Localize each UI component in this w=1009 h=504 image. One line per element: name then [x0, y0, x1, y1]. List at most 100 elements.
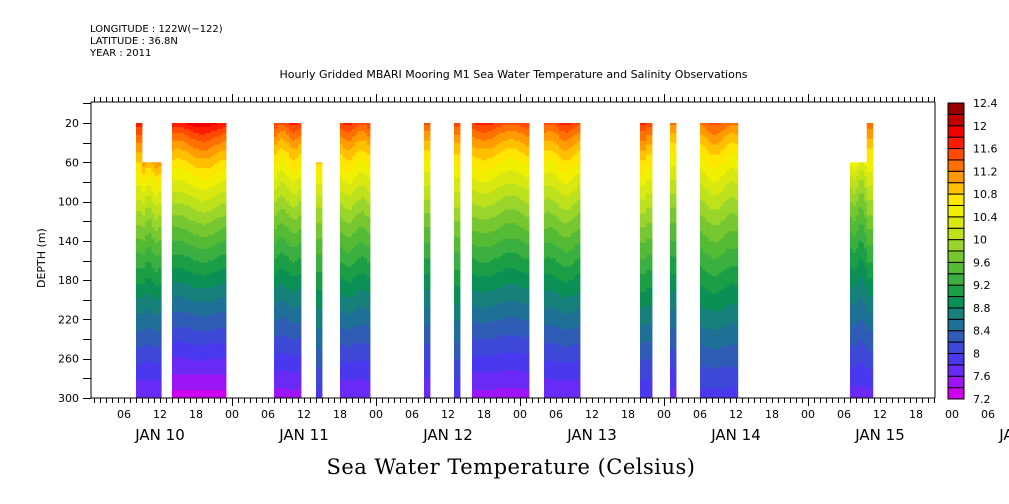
data-cell: [158, 229, 162, 232]
data-cell: [142, 234, 146, 238]
data-cell: [139, 256, 143, 259]
data-cell: [148, 266, 152, 269]
data-cell: [158, 240, 162, 244]
data-cell: [139, 140, 143, 144]
data-cell: [158, 195, 162, 199]
data-cell: [139, 346, 143, 350]
data-cell: [139, 350, 143, 354]
data-cell: [145, 295, 149, 299]
data-cell: [139, 197, 143, 200]
data-cell: [139, 325, 143, 328]
data-cell: [145, 354, 149, 358]
data-cell: [145, 164, 149, 167]
data-cell: [145, 248, 149, 252]
data-cell: [154, 329, 159, 332]
data-cell: [158, 215, 162, 218]
data-cell: [145, 213, 149, 216]
data-cell: [151, 394, 156, 397]
data-cell: [154, 307, 159, 310]
data-cell: [154, 315, 159, 318]
data-cell: [142, 278, 146, 281]
data-cell: [142, 170, 146, 173]
data-cell: [158, 242, 162, 246]
data-cell: [154, 323, 159, 326]
data-cell: [151, 348, 156, 352]
data-cell: [158, 376, 162, 379]
data-cell: [139, 368, 143, 371]
data-cell: [139, 258, 143, 261]
data-cell: [139, 248, 143, 252]
data-cell: [136, 272, 140, 275]
data-cell: [151, 303, 156, 307]
data-cell: [136, 154, 140, 157]
data-cell: [136, 225, 140, 228]
data-cell: [136, 233, 140, 236]
data-cell: [145, 384, 149, 387]
data-cell: [139, 178, 143, 181]
data-cell: [154, 199, 159, 202]
data-cell: [151, 176, 156, 179]
data-cell: [142, 231, 146, 234]
data-cell: [142, 321, 146, 324]
data-cell: [142, 358, 146, 362]
data-cell: [145, 382, 149, 385]
data-fills: [136, 123, 962, 399]
data-cell: [154, 325, 159, 328]
data-cell: [158, 276, 162, 279]
data-cell: [139, 229, 143, 232]
longitude-label: LONGITUDE : 122W(−122): [90, 24, 223, 35]
data-cell: [145, 289, 149, 293]
data-cell: [145, 187, 149, 191]
data-cell: [158, 358, 162, 362]
data-cell: [145, 215, 149, 218]
data-cell: [145, 268, 149, 271]
data-cell: [151, 270, 156, 273]
data-cell: [151, 356, 156, 360]
data-cell: [158, 223, 162, 226]
data-cell: [142, 343, 146, 346]
data-cell: [142, 176, 146, 179]
data-cell: [158, 250, 162, 254]
data-cell: [139, 321, 143, 324]
data-cell: [142, 374, 146, 377]
data-cell: [145, 299, 149, 303]
data-cell: [136, 201, 140, 204]
data-cell: [148, 390, 152, 393]
data-cell: [151, 193, 156, 197]
data-cell: [145, 335, 149, 338]
data-cell: [154, 386, 159, 389]
data-cell: [139, 128, 143, 132]
data-cell: [142, 258, 146, 261]
data-cell: [139, 260, 143, 263]
data-cell: [148, 339, 152, 342]
data-cell: [151, 274, 156, 277]
data-cell: [145, 266, 149, 269]
data-cell: [151, 337, 156, 340]
data-cell: [154, 303, 159, 307]
data-cell: [142, 313, 146, 316]
data-cell: [139, 231, 143, 234]
data-cell: [145, 238, 149, 242]
data-cell: [145, 240, 149, 244]
data-cell: [136, 346, 140, 350]
data-cell: [139, 384, 143, 387]
data-cell: [151, 354, 156, 358]
data-cell: [154, 286, 159, 289]
data-cell: [148, 174, 152, 177]
data-cell: [142, 221, 146, 224]
latitude-label: LATITUDE : 36.8N: [90, 36, 178, 47]
data-cell: [154, 295, 159, 299]
data-cell: [154, 166, 159, 169]
data-cell: [136, 248, 140, 252]
data-cell: [151, 221, 156, 224]
data-cell: [158, 183, 162, 187]
data-cell: [142, 284, 146, 287]
data-cell: [151, 242, 156, 246]
data-cell: [148, 164, 152, 167]
data-cell: [158, 378, 162, 381]
data-cell: [136, 174, 140, 177]
data-cell: [136, 364, 140, 367]
data-cell: [142, 305, 146, 309]
data-cell: [158, 380, 162, 383]
data-cell: [148, 317, 152, 320]
